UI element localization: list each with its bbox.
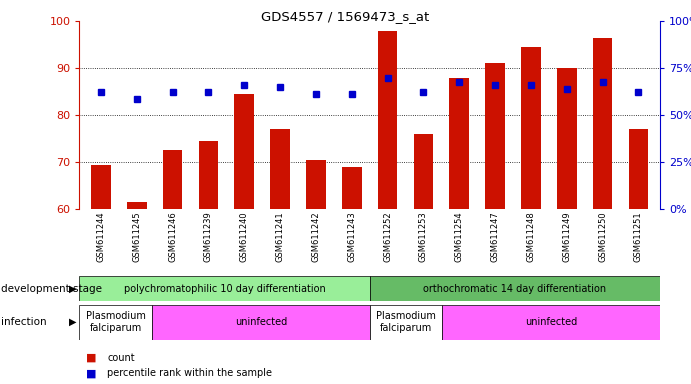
Text: development stage: development stage (1, 284, 102, 294)
Text: ▶: ▶ (68, 317, 76, 327)
Bar (127, 202, 146, 209)
Text: ■: ■ (86, 353, 97, 363)
Text: count: count (107, 353, 135, 363)
Text: uninfected: uninfected (525, 317, 577, 327)
Text: ■: ■ (86, 368, 97, 378)
Bar (378, 31, 397, 209)
Text: GSM611250: GSM611250 (598, 211, 607, 262)
Text: Plasmodium
falciparum: Plasmodium falciparum (86, 311, 146, 333)
Text: GSM611242: GSM611242 (312, 211, 321, 262)
Bar (557, 68, 576, 209)
Bar (521, 47, 541, 209)
Text: uninfected: uninfected (235, 317, 287, 327)
Text: GSM611241: GSM611241 (276, 211, 285, 262)
Bar (370, 305, 442, 340)
Text: polychromatophilic 10 day differentiation: polychromatophilic 10 day differentiatio… (124, 284, 325, 294)
Bar (442, 305, 660, 340)
Bar (91, 165, 111, 209)
Bar (342, 167, 361, 209)
Text: GSM611246: GSM611246 (168, 211, 177, 262)
Bar (152, 305, 370, 340)
Text: GSM611239: GSM611239 (204, 211, 213, 262)
Text: GSM611253: GSM611253 (419, 211, 428, 262)
Bar (629, 129, 648, 209)
Text: infection: infection (1, 317, 47, 327)
Bar (163, 151, 182, 209)
Text: GSM611254: GSM611254 (455, 211, 464, 262)
Bar (449, 78, 469, 209)
Text: Plasmodium
falciparum: Plasmodium falciparum (376, 311, 436, 333)
Text: GSM611249: GSM611249 (562, 211, 571, 262)
Text: GSM611248: GSM611248 (527, 211, 536, 262)
Bar (198, 141, 218, 209)
Text: GSM611244: GSM611244 (97, 211, 106, 262)
Text: GSM611251: GSM611251 (634, 211, 643, 262)
Bar (79, 276, 370, 301)
Text: GSM611243: GSM611243 (348, 211, 357, 262)
Bar (414, 134, 433, 209)
Text: percentile rank within the sample: percentile rank within the sample (107, 368, 272, 378)
Bar (270, 129, 290, 209)
Text: GSM611245: GSM611245 (132, 211, 141, 262)
Text: ▶: ▶ (68, 284, 76, 294)
Bar (306, 160, 325, 209)
Bar (79, 305, 152, 340)
Bar (370, 276, 660, 301)
Bar (234, 94, 254, 209)
Text: GSM611252: GSM611252 (383, 211, 392, 262)
Text: GSM611240: GSM611240 (240, 211, 249, 262)
Text: orthochromatic 14 day differentiation: orthochromatic 14 day differentiation (423, 284, 607, 294)
Text: GDS4557 / 1569473_s_at: GDS4557 / 1569473_s_at (261, 10, 430, 23)
Bar (485, 63, 505, 209)
Bar (593, 38, 612, 209)
Text: GSM611247: GSM611247 (491, 211, 500, 262)
